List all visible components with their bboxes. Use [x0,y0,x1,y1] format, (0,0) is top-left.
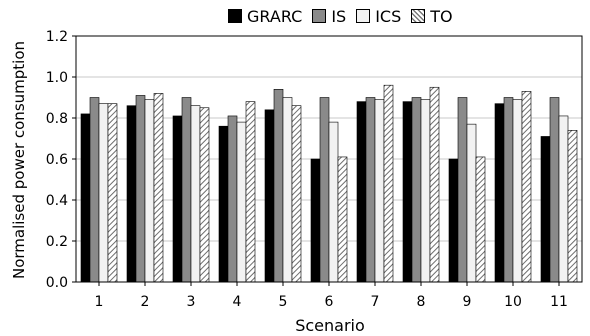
bar-is-scenario-8 [411,97,422,283]
bar-ics-scenario-1 [98,103,109,283]
bar-grarc-scenario-4 [218,125,229,283]
chart-legend: GRARC IS ICS TO [228,6,453,26]
y-tick-label: 0.8 [46,111,68,127]
bar-to-scenario-2 [153,93,164,283]
bar-ics-scenario-7 [374,99,385,283]
bar-grarc-scenario-5 [264,109,275,283]
legend-swatch-grarc [228,9,242,23]
bar-ics-scenario-8 [420,99,431,283]
legend-item-grarc: GRARC [228,7,302,26]
legend-item-is: IS [312,7,346,26]
legend-label-to: TO [430,6,453,26]
bar-to-scenario-1 [107,103,118,283]
bar-ics-scenario-5 [282,97,293,283]
legend-item-ics: ICS [356,7,401,26]
bar-grarc-scenario-1 [80,113,91,283]
y-tick-label: 0.6 [46,152,68,168]
bar-grarc-scenario-10 [494,103,505,283]
x-tick-label: 5 [279,294,288,310]
x-tick-label: 10 [504,294,522,310]
x-tick-label: 4 [233,294,242,310]
bar-ics-scenario-9 [466,123,477,283]
y-tick-label: 0.0 [46,275,68,291]
legend-label-grarc: GRARC [247,6,303,26]
bar-is-scenario-7 [365,97,376,283]
bar-is-scenario-9 [457,97,468,283]
bar-to-scenario-6 [337,156,348,283]
bar-is-scenario-2 [135,95,146,283]
x-tick-label: 8 [417,294,426,310]
bar-to-scenario-3 [199,107,210,283]
bar-is-scenario-5 [273,89,284,283]
plot-frame [75,35,583,283]
bar-to-scenario-8 [429,86,440,283]
bar-is-scenario-1 [89,97,100,283]
bar-grarc-scenario-9 [448,158,459,283]
x-tick-label: 2 [141,294,150,310]
x-tick-label: 11 [550,294,568,310]
bar-to-scenario-9 [475,156,486,283]
y-axis-label: Normalised power consumption [10,41,28,279]
bar-grarc-scenario-7 [356,101,367,283]
bar-is-scenario-3 [181,97,192,283]
x-tick-label: 6 [325,294,334,310]
bar-grarc-scenario-8 [402,101,413,283]
bar-grarc-scenario-6 [310,158,321,283]
x-tick-label: 7 [371,294,380,310]
legend-label-ics: ICS [375,6,402,26]
bar-to-scenario-11 [567,130,578,283]
bar-is-scenario-11 [549,97,560,283]
bar-grarc-scenario-11 [540,136,551,283]
bar-is-scenario-10 [503,97,514,283]
y-tick-label: 1.2 [46,29,68,45]
bar-ics-scenario-6 [328,121,339,283]
bar-is-scenario-4 [227,115,238,283]
bar-to-scenario-5 [291,105,302,283]
x-axis-label: Scenario [295,316,365,335]
bar-to-scenario-7 [383,84,394,283]
y-tick-label: 0.4 [46,193,68,209]
legend-swatch-to [411,9,426,23]
legend-swatch-is [312,9,327,23]
bar-ics-scenario-3 [190,105,201,283]
bar-grarc-scenario-2 [126,105,137,283]
legend-item-to: TO [411,6,453,26]
y-tick-label: 1.0 [46,70,68,86]
bar-to-scenario-10 [521,91,532,283]
bar-ics-scenario-2 [144,99,155,283]
bar-ics-scenario-11 [558,115,569,283]
bar-to-scenario-4 [245,101,256,283]
x-tick-label: 1 [95,294,104,310]
bars [80,84,578,283]
bar-ics-scenario-10 [512,99,523,283]
bar-is-scenario-6 [319,97,330,283]
bar-grarc-scenario-3 [172,115,183,283]
axes: 0.0 0.2 0.4 0.6 0.8 1.0 1.2 1 2 3 4 5 6 7 8 9 10 11 [46,29,583,310]
legend-label-is: IS [331,6,347,26]
x-tick-label: 3 [187,294,196,310]
legend-swatch-ics [356,9,371,23]
x-tick-label: 9 [463,294,472,310]
bar-ics-scenario-4 [236,121,247,283]
y-tick-label: 0.2 [46,234,68,250]
